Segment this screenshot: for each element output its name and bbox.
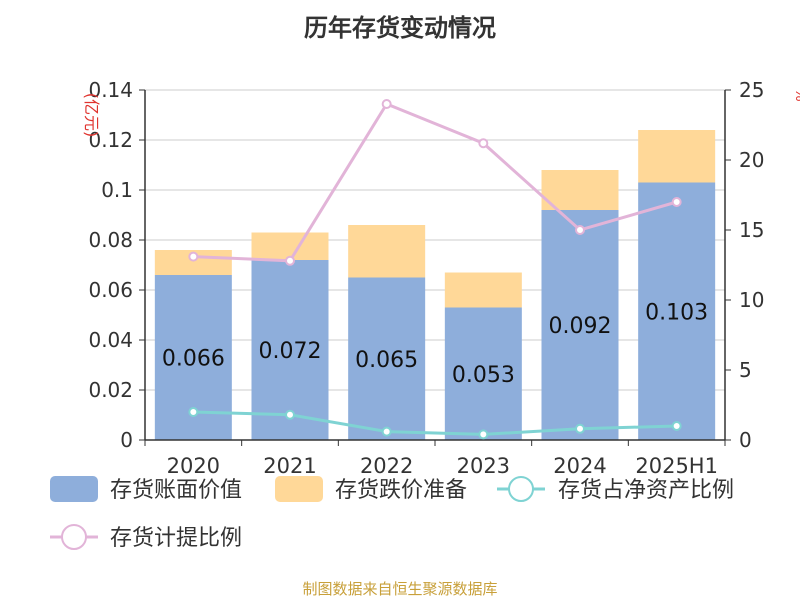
left-axis-tick-label: 0.08 xyxy=(88,228,133,252)
source-note: 制图数据来自恒生聚源数据库 xyxy=(302,580,498,598)
left-axis-tick-label: 0 xyxy=(120,428,133,452)
series-point xyxy=(285,409,295,420)
bar-value-label: 0.072 xyxy=(259,339,322,364)
series-point xyxy=(478,429,489,440)
right-axis-unit-label: % xyxy=(792,88,800,101)
series-point xyxy=(188,251,199,262)
x-axis-tick-label: 2022 xyxy=(360,454,413,478)
left-axis-tick-label: 0.14 xyxy=(88,78,133,102)
data-labels: 0.066 0.072 0.065 0.053 0.092 0.103 xyxy=(162,300,708,388)
bar-impairment xyxy=(638,130,716,183)
left-axis-tick-label: 0.02 xyxy=(88,378,133,402)
series-point xyxy=(671,197,682,207)
series-line xyxy=(193,410,677,436)
right-axis-tick-label: 20 xyxy=(739,148,764,172)
right-axis-tick-label: 25 xyxy=(739,78,764,102)
legend-swatch-book-value xyxy=(50,476,98,502)
legend-label-ratio-net-assets: 存货占净资产比例 xyxy=(558,478,734,503)
right-axis-tick-label: 15 xyxy=(739,218,764,242)
left-axis-tick-label: 0.1 xyxy=(101,178,133,202)
right-axis-tick-label: 0 xyxy=(739,428,752,452)
series-point xyxy=(575,225,585,235)
grid-lines xyxy=(145,89,725,441)
legend-marker-ratio-net-assets xyxy=(508,476,534,502)
x-axis-tick-label: 2023 xyxy=(457,454,510,478)
bars xyxy=(154,130,716,440)
bar-book-value xyxy=(444,307,522,440)
bar-value-label: 0.103 xyxy=(645,300,708,325)
axes: 0 0.02 0.04 0.06 0.08 0.1 0.12 0.14 0 5 10 15 20 25 20… xyxy=(82,78,800,478)
left-axis-tick-label: 0.12 xyxy=(88,128,133,152)
left-axis-tick-label: 0.06 xyxy=(88,278,133,302)
series-point xyxy=(381,99,392,109)
legend-label-impairment: 存货跌价准备 xyxy=(335,478,467,503)
left-axis-unit-label: (亿元) xyxy=(82,93,101,138)
bar-value-label: 0.092 xyxy=(549,314,612,339)
bar-value-label: 0.053 xyxy=(452,363,515,388)
series-point xyxy=(285,255,295,266)
legend-swatch-impairment xyxy=(275,476,323,502)
series-point xyxy=(575,423,585,434)
left-axis-tick-label: 0.04 xyxy=(88,328,133,352)
x-axis-tick-label: 2025H1 xyxy=(635,454,718,478)
bar-impairment xyxy=(444,272,522,308)
bar-book-value xyxy=(638,182,716,440)
x-axis-tick-label: 2021 xyxy=(263,454,316,478)
bar-impairment xyxy=(251,232,329,260)
legend-label-provision-ratio: 存货计提比例 xyxy=(110,526,242,551)
x-axis-tick-label: 2020 xyxy=(167,454,220,478)
series-point xyxy=(381,426,392,437)
series-point xyxy=(478,138,489,149)
bar-book-value xyxy=(348,277,426,440)
legend-marker-provision-ratio xyxy=(61,524,87,550)
chart-title: 历年存货变动情况 xyxy=(304,14,496,42)
series-line xyxy=(193,102,678,263)
series-point xyxy=(188,407,199,417)
lines xyxy=(188,99,682,440)
bar-value-label: 0.066 xyxy=(162,347,225,372)
x-axis-tick-label: 2024 xyxy=(553,454,606,478)
bar-value-label: 0.065 xyxy=(355,348,418,373)
right-axis-tick-label: 5 xyxy=(739,358,752,382)
right-axis-tick-label: 10 xyxy=(739,288,764,312)
legend-label-book-value: 存货账面价值 xyxy=(110,478,242,503)
bar-impairment xyxy=(348,225,426,278)
bar-impairment xyxy=(541,170,619,210)
series-point xyxy=(671,421,682,431)
bar-book-value xyxy=(541,210,619,440)
